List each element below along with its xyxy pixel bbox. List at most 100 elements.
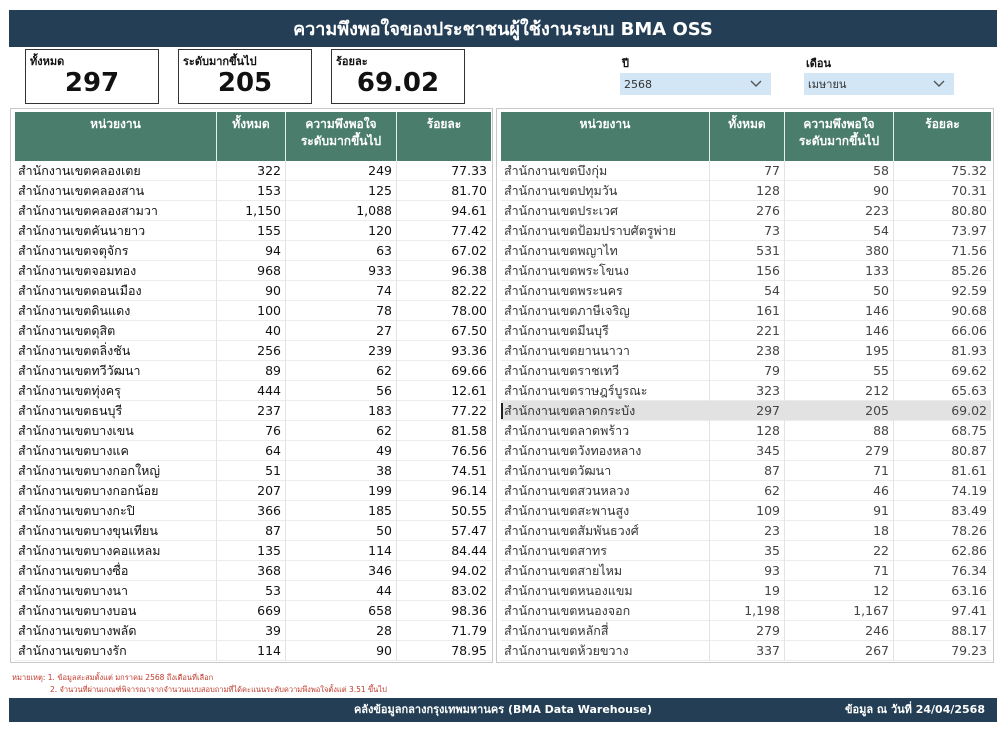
cell-unit: สำนักงานเขตบางเขน <box>15 421 217 441</box>
table-row[interactable]: สำนักงานเขตพญาไท 531 380 71.56 <box>501 241 991 261</box>
table-row[interactable]: สำนักงานเขตบางแค 64 49 76.56 <box>15 441 491 461</box>
table-row[interactable]: สำนักงานเขตราษฎร์บูรณะ 323 212 65.63 <box>501 381 991 401</box>
column-header-unit[interactable]: หน่วยงาน <box>15 112 217 161</box>
table-row[interactable]: สำนักงานเขตบางบอน 669 658 98.36 <box>15 601 491 621</box>
table-row[interactable]: สำนักงานเขตลาดกระบัง 297 205 69.02 <box>501 401 991 421</box>
table-row[interactable]: สำนักงานเขตสวนหลวง 62 46 74.19 <box>501 481 991 501</box>
cell-total: 256 <box>217 341 286 361</box>
cell-unit: สำนักงานเขตปทุมวัน <box>501 181 710 201</box>
table-row[interactable]: สำนักงานเขตคลองเตย 322 249 77.33 <box>15 161 491 181</box>
table-row[interactable]: สำนักงานเขตพระนคร 54 50 92.59 <box>501 281 991 301</box>
table-row[interactable]: สำนักงานเขตภาษีเจริญ 161 146 90.68 <box>501 301 991 321</box>
table-row[interactable]: สำนักงานเขตปทุมวัน 128 90 70.31 <box>501 181 991 201</box>
cell-total: 1,150 <box>217 201 286 221</box>
month-select[interactable]: เมษายน <box>804 73 954 95</box>
table-row[interactable]: สำนักงานเขตดอนเมือง 90 74 82.22 <box>15 281 491 301</box>
cell-total: 19 <box>710 581 785 601</box>
cell-satisfied: 195 <box>785 341 894 361</box>
cell-satisfied: 1,167 <box>785 601 894 621</box>
cell-satisfied: 27 <box>286 321 397 341</box>
table-row[interactable]: สำนักงานเขตประเวศ 276 223 80.80 <box>501 201 991 221</box>
table-row[interactable]: สำนักงานเขตบางกะปิ 366 185 50.55 <box>15 501 491 521</box>
table-row[interactable]: สำนักงานเขตบางนา 53 44 83.02 <box>15 581 491 601</box>
table-row[interactable]: สำนักงานเขตบางรัก 114 90 78.95 <box>15 641 491 661</box>
left-table-panel[interactable]: หน่วยงาน ทั้งหมด ความพึงพอใจ ระดับมากขึ้… <box>10 108 493 663</box>
table-row[interactable]: สำนักงานเขตหนองแขม 19 12 63.16 <box>501 581 991 601</box>
column-header-total[interactable]: ทั้งหมด <box>710 112 785 161</box>
cell-percent: 81.93 <box>951 343 987 358</box>
table-row[interactable]: สำนักงานเขตบางซื่อ 368 346 94.02 <box>15 561 491 581</box>
table-row[interactable]: สำนักงานเขตคลองสามวา 1,150 1,088 94.61 <box>15 201 491 221</box>
cell-total: 337 <box>710 641 785 661</box>
kpi-value: 205 <box>217 68 273 98</box>
table-row[interactable]: สำนักงานเขตวังทองหลาง 345 279 80.87 <box>501 441 991 461</box>
cell-unit: สำนักงานเขตวัฒนา <box>501 461 710 481</box>
cell-total: 54 <box>710 281 785 301</box>
table-row[interactable]: สำนักงานเขตหลักสี่ 279 246 88.17 <box>501 621 991 641</box>
cell-percent: 78.95 <box>451 643 487 658</box>
column-header-satisfaction[interactable]: ความพึงพอใจ ระดับมากขึ้นไป <box>785 112 894 161</box>
table-row[interactable]: สำนักงานเขตบึงกุ่ม 77 58 75.32 <box>501 161 991 181</box>
cell-satisfied: 183 <box>286 401 397 421</box>
cell-total: 323 <box>710 381 785 401</box>
cell-total: 237 <box>217 401 286 421</box>
table-row[interactable]: สำนักงานเขตคันนายาว 155 120 77.42 <box>15 221 491 241</box>
column-header-percent[interactable]: ร้อยละ <box>426 117 462 131</box>
table-row[interactable]: สำนักงานเขตสายไหม 93 71 76.34 <box>501 561 991 581</box>
column-header-percent[interactable]: ร้อยละ <box>925 117 960 131</box>
table-row[interactable]: สำนักงานเขตพระโขนง 156 133 85.26 <box>501 261 991 281</box>
table-row[interactable]: สำนักงานเขตลาดพร้าว 128 88 68.75 <box>501 421 991 441</box>
table-row[interactable]: สำนักงานเขตสาทร 35 22 62.86 <box>501 541 991 561</box>
cell-satisfied: 63 <box>286 241 397 261</box>
right-table-body: สำนักงานเขตบึงกุ่ม 77 58 75.32 สำนักงานเขตปท… <box>501 161 991 661</box>
cell-total: 39 <box>217 621 286 641</box>
cell-total: 207 <box>217 481 286 501</box>
cell-unit: สำนักงานเขตบางนา <box>15 581 217 601</box>
cell-unit: สำนักงานเขตบางกะปิ <box>15 501 217 521</box>
table-row[interactable]: สำนักงานเขตคลองสาน 153 125 81.70 <box>15 181 491 201</box>
table-row[interactable]: สำนักงานเขตดินแดง 100 78 78.00 <box>15 301 491 321</box>
table-row[interactable]: สำนักงานเขตตลิ่งชัน 256 239 93.36 <box>15 341 491 361</box>
right-table-panel[interactable]: หน่วยงาน ทั้งหมด ความพึงพอใจ ระดับมากขึ้… <box>496 108 994 663</box>
table-row[interactable]: สำนักงานเขตบางเขน 76 62 81.58 <box>15 421 491 441</box>
table-row[interactable]: สำนักงานเขตสัมพันธวงศ์ 23 18 78.26 <box>501 521 991 541</box>
cell-satisfied: 239 <box>286 341 397 361</box>
footnote-1: หมายเหตุ: 1. ข้อมูลสะสมตั้งแต่ มกราคม 25… <box>12 673 214 682</box>
table-row[interactable]: สำนักงานเขตทุ่งครุ 444 56 12.61 <box>15 381 491 401</box>
table-row[interactable]: สำนักงานเขตราชเทวี 79 55 69.62 <box>501 361 991 381</box>
table-row[interactable]: สำนักงานเขตบางกอกน้อย 207 199 96.14 <box>15 481 491 501</box>
cell-unit: สำนักงานเขตดินแดง <box>15 301 217 321</box>
cell-percent: 69.02 <box>951 403 987 418</box>
column-header-total[interactable]: ทั้งหมด <box>217 112 286 161</box>
cell-percent: 82.22 <box>451 283 487 298</box>
table-row[interactable]: สำนักงานเขตบางกอกใหญ่ 51 38 74.51 <box>15 461 491 481</box>
cell-unit: สำนักงานเขตมีนบุรี <box>501 321 710 341</box>
table-row[interactable]: สำนักงานเขตจอมทอง 968 933 96.38 <box>15 261 491 281</box>
cell-satisfied: 90 <box>785 181 894 201</box>
cell-total: 89 <box>217 361 286 381</box>
table-row[interactable]: สำนักงานเขตมีนบุรี 221 146 66.06 <box>501 321 991 341</box>
table-row[interactable]: สำนักงานเขตวัฒนา 87 71 81.61 <box>501 461 991 481</box>
table-row[interactable]: สำนักงานเขตห้วยขวาง 337 267 79.23 <box>501 641 991 661</box>
cell-satisfied: 658 <box>286 601 397 621</box>
table-row[interactable]: สำนักงานเขตหนองจอก 1,198 1,167 97.41 <box>501 601 991 621</box>
cell-unit: สำนักงานเขตสัมพันธวงศ์ <box>501 521 710 541</box>
table-row[interactable]: สำนักงานเขตป้อมปราบศัตรูพ่าย 73 54 73.97 <box>501 221 991 241</box>
year-select[interactable]: 2568 <box>620 73 771 95</box>
cell-satisfied: 62 <box>286 361 397 381</box>
table-row[interactable]: สำนักงานเขตดุสิต 40 27 67.50 <box>15 321 491 341</box>
table-row[interactable]: สำนักงานเขตธนบุรี 237 183 77.22 <box>15 401 491 421</box>
table-row[interactable]: สำนักงานเขตบางพลัด 39 28 71.79 <box>15 621 491 641</box>
row-selection-marker <box>501 403 503 419</box>
table-row[interactable]: สำนักงานเขตยานนาวา 238 195 81.93 <box>501 341 991 361</box>
cell-satisfied: 146 <box>785 301 894 321</box>
table-row[interactable]: สำนักงานเขตทวีวัฒนา 89 62 69.66 <box>15 361 491 381</box>
table-row[interactable]: สำนักงานเขตจตุจักร 94 63 67.02 <box>15 241 491 261</box>
table-row[interactable]: สำนักงานเขตบางขุนเทียน 87 50 57.47 <box>15 521 491 541</box>
column-header-line: ระดับมากขึ้นไป <box>300 134 382 148</box>
table-row[interactable]: สำนักงานเขตบางคอแหลม 135 114 84.44 <box>15 541 491 561</box>
table-row[interactable]: สำนักงานเขตสะพานสูง 109 91 83.49 <box>501 501 991 521</box>
column-header-unit[interactable]: หน่วยงาน <box>501 112 710 161</box>
column-header-satisfaction[interactable]: ความพึงพอใจ ระดับมากขึ้นไป <box>286 112 397 161</box>
cell-total: 109 <box>710 501 785 521</box>
